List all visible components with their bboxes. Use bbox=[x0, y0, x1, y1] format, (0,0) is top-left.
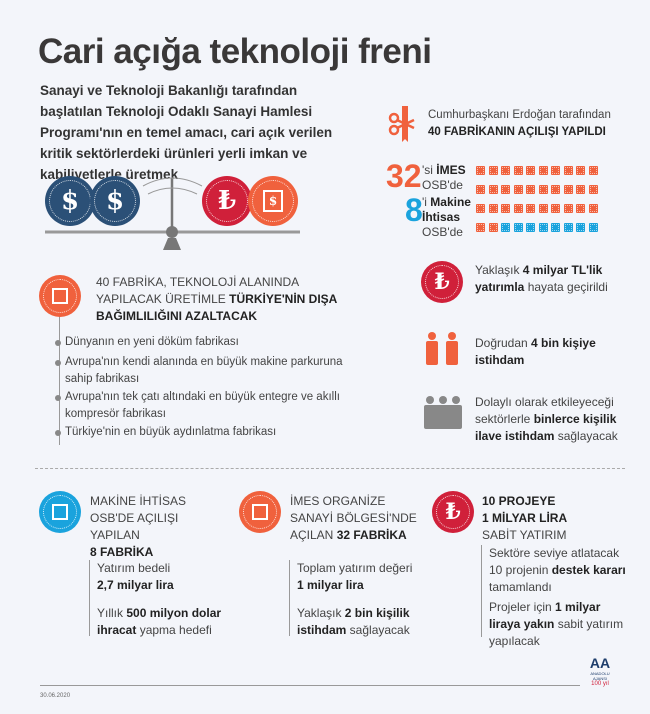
factory-chip-icon bbox=[476, 166, 485, 175]
factory-chip-icon bbox=[501, 204, 510, 213]
factory-chip-icon bbox=[488, 166, 498, 175]
workers-icon bbox=[426, 332, 458, 365]
investment-stat: Yaklaşık 4 milyar TL'lik yatırımla hayat… bbox=[475, 263, 608, 294]
makine-details: Yatırım bedeli 2,7 milyar lira Yıllık 50… bbox=[89, 560, 229, 637]
factory-chip-icon bbox=[526, 185, 535, 194]
chip-icon bbox=[39, 491, 81, 533]
factory-chip-icon bbox=[488, 204, 498, 213]
factory-chip-icon bbox=[526, 166, 535, 175]
factory-chip-icon bbox=[476, 204, 485, 213]
factory-chip-icon bbox=[576, 185, 585, 194]
section-divider bbox=[35, 468, 625, 469]
factory-chip-icon bbox=[513, 223, 523, 232]
bullet-item: Avrupa'nın tek çatı altındaki en büyük e… bbox=[55, 389, 365, 423]
dollar-coin-icon: $ bbox=[45, 176, 95, 226]
factory-chip-icon bbox=[513, 185, 523, 194]
main-claim: 40 FABRİKA, TEKNOLOJİ ALANINDA YAPILACAK… bbox=[96, 275, 337, 323]
direct-employment-stat: Doğrudan 4 bin kişiye istihdam bbox=[475, 336, 596, 367]
factory-chip-icon bbox=[488, 223, 498, 232]
dollar-coin-icon: $ bbox=[90, 176, 140, 226]
aa-logo-mark: AA bbox=[589, 655, 611, 671]
opening-text: Cumhurbaşkanı Erdoğan tarafından 40 FABR… bbox=[428, 109, 611, 138]
makine-count: 8 bbox=[405, 192, 423, 228]
factory-chip-icon bbox=[588, 185, 598, 194]
factory-chip-icon bbox=[526, 204, 535, 213]
factory-chip-icon bbox=[513, 204, 523, 213]
imes-label: 'si İMES OSB'de bbox=[422, 163, 466, 192]
factory-chip-icon bbox=[551, 223, 560, 232]
factory-chip-icon bbox=[538, 185, 548, 194]
factory-chip-icon bbox=[538, 166, 548, 175]
projects-details: Sektöre seviye atlatacak 10 projenin des… bbox=[481, 545, 631, 648]
footer-line bbox=[40, 685, 580, 686]
chip-icon bbox=[39, 275, 81, 317]
lira-coin-icon: ₺ bbox=[432, 491, 474, 533]
factory-chip-icon bbox=[563, 223, 573, 232]
makine-label: 'i Makine İhtisas OSB'de bbox=[422, 195, 471, 239]
indirect-employment-stat: Dolaylı olarak etkileyeceği sektörlerle … bbox=[475, 395, 618, 443]
bullet-item: Dünyanın en yeni döküm fabrikası bbox=[55, 334, 365, 351]
timeline-line bbox=[59, 300, 60, 445]
bullet-item: Türkiye'nin en büyük aydınlatma fabrikas… bbox=[55, 424, 365, 441]
factory-chip-icon bbox=[526, 223, 535, 232]
factory-chip-icon bbox=[501, 223, 510, 232]
scale-icon bbox=[45, 177, 300, 250]
lira-coin-icon: ₺ bbox=[202, 176, 252, 226]
factory-chip-icon bbox=[476, 223, 485, 232]
factory-chip-icon bbox=[501, 166, 510, 175]
factory-chip-icon bbox=[563, 185, 573, 194]
imes-heading: İMES ORGANİZE SANAYİ BÖLGESİ'NDE AÇILAN … bbox=[290, 494, 417, 542]
imes-count: 32 bbox=[386, 158, 422, 194]
factory-chip-icon bbox=[551, 166, 560, 175]
factory-chip-icon bbox=[538, 223, 548, 232]
page-title: Cari açığa teknoloji freni bbox=[38, 32, 432, 71]
factory-chip-icon bbox=[476, 185, 485, 194]
factory-chip-icon bbox=[588, 204, 598, 213]
aa-logo: AA ANADOLU AJANSI 100 yıl bbox=[585, 655, 615, 687]
chip-icon bbox=[239, 491, 281, 533]
balance-scale: $ $ ₺ $ bbox=[0, 160, 380, 260]
people-group-icon bbox=[424, 396, 462, 429]
makine-heading: MAKİNE İHTİSAS OSB'DE AÇILIŞI YAPILAN 8 F… bbox=[90, 494, 187, 559]
factory-chip-icon bbox=[501, 185, 510, 194]
factory-chip-icon bbox=[551, 185, 560, 194]
factory-chip-icon bbox=[513, 166, 523, 175]
date: 30.06.2020 bbox=[40, 693, 71, 699]
factory-chip-icon bbox=[576, 204, 585, 213]
lira-coin-icon: ₺ bbox=[421, 261, 463, 303]
factory-chip-icon bbox=[563, 166, 573, 175]
intro-text: Sanayi ve Teknoloji Bakanlığı tarafından… bbox=[40, 83, 333, 182]
factory-chip-icon bbox=[588, 166, 598, 175]
factory-chip-icon bbox=[551, 204, 560, 213]
factory-chip-icon bbox=[576, 166, 585, 175]
factory-chip-grid bbox=[476, 166, 602, 242]
factory-chip-icon bbox=[563, 204, 573, 213]
factory-chip-icon bbox=[538, 204, 548, 213]
factory-chip-icon bbox=[588, 223, 598, 232]
factory-chip-icon bbox=[576, 223, 585, 232]
chip-coin-icon: $ bbox=[248, 176, 298, 226]
factory-chip-icon bbox=[488, 185, 498, 194]
ribbon-scissors-icon bbox=[388, 106, 415, 142]
projects-heading: 10 PROJEYE 1 MİLYAR LİRA SABİT YATIRIM bbox=[482, 494, 568, 542]
imes-details: Toplam yatırım değeri 1 milyar lira Yakl… bbox=[289, 560, 429, 637]
bullet-item: Avrupa'nın kendi alanında en büyük makin… bbox=[55, 354, 365, 388]
